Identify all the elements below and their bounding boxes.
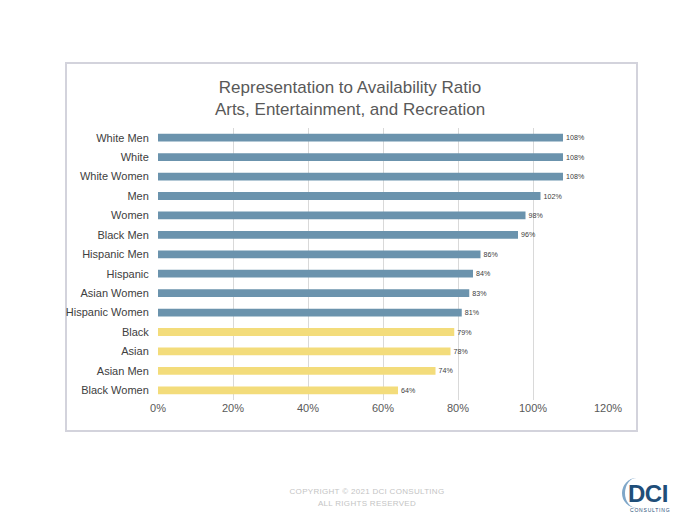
svg-text:Asian Men: Asian Men [97,365,149,377]
svg-text:96%: 96% [521,231,536,239]
svg-text:20%: 20% [222,402,244,414]
svg-text:Black: Black [122,326,149,338]
svg-text:100%: 100% [519,402,547,414]
html-text:DCI: DCI [628,480,668,507]
svg-text:86%: 86% [484,251,499,259]
svg-text:84%: 84% [476,270,491,278]
svg-text:81%: 81% [465,309,480,317]
svg-text:83%: 83% [472,290,487,298]
html-text:ALL RIGHTS RESERVED: ALL RIGHTS RESERVED [317,499,417,508]
svg-text:Asian: Asian [121,345,149,357]
svg-text:108%: 108% [566,154,585,162]
svg-text:64%: 64% [401,387,416,395]
svg-text:102%: 102% [544,193,563,201]
svg-text:108%: 108% [566,173,585,181]
svg-text:Black Men: Black Men [97,229,148,241]
svg-text:120%: 120% [594,402,622,414]
svg-text:80%: 80% [447,402,469,414]
svg-text:98%: 98% [529,212,544,220]
svg-text:Women: Women [111,209,149,221]
svg-text:Hispanic: Hispanic [107,268,150,280]
svg-text:Hispanic Women: Hispanic Women [66,306,149,318]
svg-text:108%: 108% [566,134,585,142]
svg-text:40%: 40% [297,402,319,414]
svg-text:79%: 79% [457,329,472,337]
svg-text:0%: 0% [150,402,166,414]
svg-text:Black Women: Black Women [81,384,149,396]
svg-text:Men: Men [127,190,148,202]
svg-text:74%: 74% [439,367,454,375]
html-text:CONSULTING: CONSULTING [630,507,671,513]
svg-text:Hispanic Men: Hispanic Men [82,248,149,260]
svg-text:60%: 60% [372,402,394,414]
svg-text:78%: 78% [454,348,469,356]
svg-text:White Women: White Women [80,170,149,182]
svg-text:Asian Women: Asian Women [81,287,149,299]
svg-text:White Men: White Men [96,132,149,144]
html-text:COPYRIGHT © 2021 DCI CONSULTIN: COPYRIGHT © 2021 DCI CONSULTING [289,487,445,496]
svg-text:White: White [121,151,149,163]
svg-text:Representation to Availability: Representation to Availability RatioArts… [215,78,485,119]
